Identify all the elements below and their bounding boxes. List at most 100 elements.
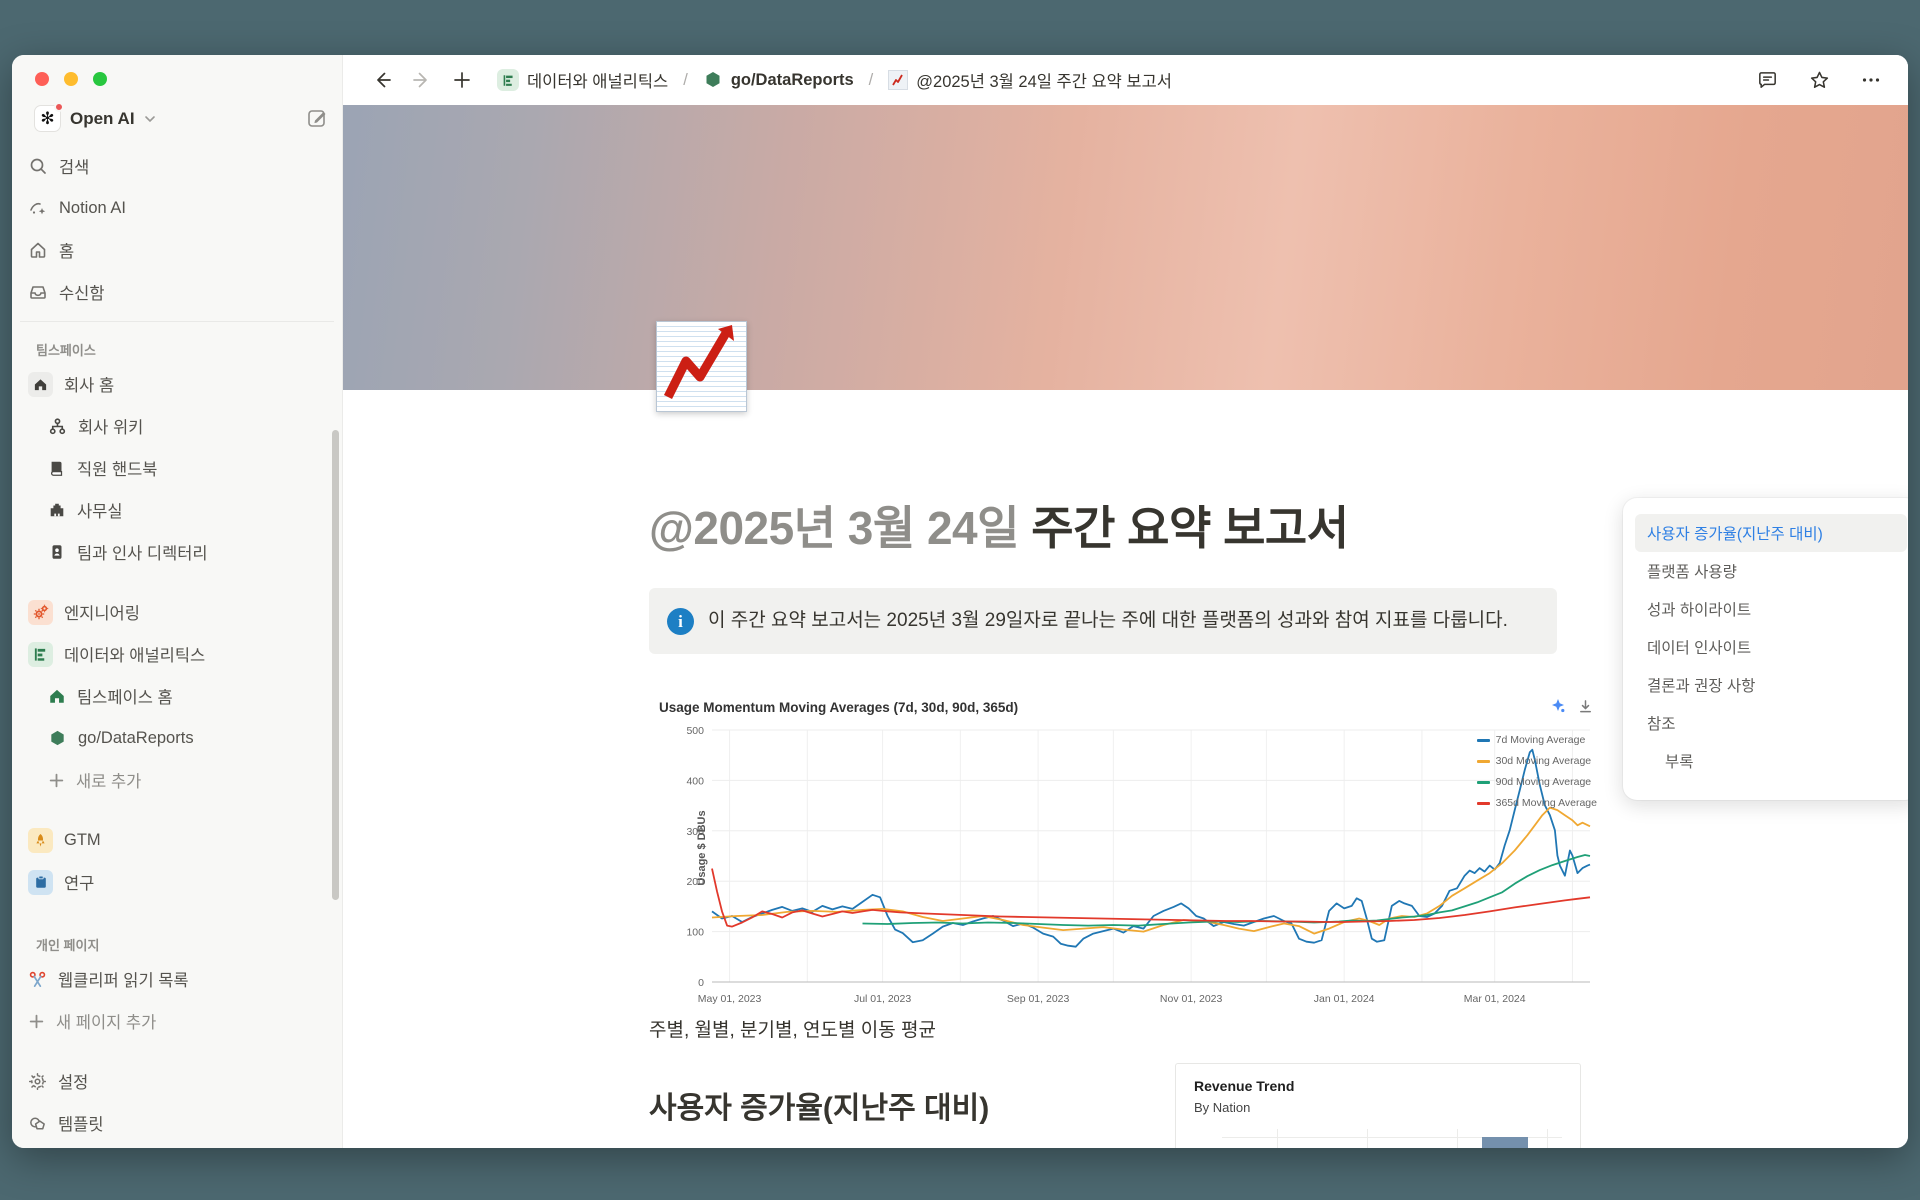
sidebar-gap xyxy=(20,575,334,593)
sidebar-item-research[interactable]: 연구 xyxy=(20,863,334,901)
breadcrumb-label: go/DataReports xyxy=(730,70,854,89)
gridline xyxy=(1277,1129,1278,1148)
date-mention[interactable]: @2025년 3월 24일 xyxy=(649,502,1019,554)
sidebar-item-go-datareports[interactable]: go/DataReports xyxy=(20,719,334,757)
shapes-icon xyxy=(28,1114,47,1133)
legend-item-90d[interactable]: 90d Moving Average xyxy=(1476,776,1597,788)
sidebar-item-label: 템플릿 xyxy=(58,1116,104,1134)
sidebar-item-webclipper[interactable]: 웹클리퍼 읽기 목록 xyxy=(20,960,334,998)
sidebar-item-inbox[interactable]: 수신함 xyxy=(20,273,334,311)
sidebar-item-label: 검색 xyxy=(59,159,90,177)
sidebar-scrollbar[interactable] xyxy=(332,430,339,900)
page-title-text: 주간 요약 보고서 xyxy=(1018,502,1349,554)
section-heading[interactable]: 사용자 증가율(지난주 대비) xyxy=(649,1092,990,1125)
sidebar-item-office[interactable]: 사무실 xyxy=(20,491,334,529)
personal-section-label[interactable]: 개인 페이지 xyxy=(36,938,100,953)
scissors-icon xyxy=(28,970,47,989)
legend-label: 7d Moving Average xyxy=(1495,734,1586,746)
main-area: 데이터와 애널리틱스 / go/DataReports / xyxy=(343,55,1908,1148)
sidebar-gap xyxy=(20,803,334,821)
sidebar-item-label: 새로 추가 xyxy=(76,773,142,791)
usage-chart-embed[interactable]: Usage Momentum Moving Averages (7d, 30d,… xyxy=(649,692,1601,1024)
toc-item-conclusions[interactable]: 결론과 권장 사항 xyxy=(1647,678,1756,695)
minimize-window-button[interactable] xyxy=(64,72,78,86)
sidebar-item-engineering[interactable]: 엔지니어링 xyxy=(20,593,334,631)
toc-item-appendix[interactable]: 부록 xyxy=(1665,754,1694,771)
more-options-icon[interactable] xyxy=(1856,65,1886,95)
svg-text:400: 400 xyxy=(686,775,704,787)
sidebar-item-label: 연구 xyxy=(64,875,95,893)
svg-text:May 01, 2023: May 01, 2023 xyxy=(698,993,762,1005)
plus-icon xyxy=(28,1013,45,1030)
gridline xyxy=(1367,1129,1368,1148)
toc-item-performance-highlights[interactable]: 성과 하이라이트 xyxy=(1647,602,1752,619)
clipboard-icon xyxy=(28,869,53,895)
gridline xyxy=(1457,1129,1458,1148)
sidebar-item-label: 회사 홈 xyxy=(64,377,115,395)
svg-text:100: 100 xyxy=(686,927,704,939)
breadcrumb-label: @2025년 3월 24일 주간 요약 보고서 xyxy=(916,73,1172,91)
toc-item-data-insights[interactable]: 데이터 인사이트 xyxy=(1647,640,1752,657)
toc-item-references[interactable]: 참조 xyxy=(1647,716,1676,733)
sidebar-item-home[interactable]: 홈 xyxy=(20,231,334,269)
new-page-compose-icon[interactable] xyxy=(306,107,328,129)
sidebar-item-employee-handbook[interactable]: 직원 핸드북 xyxy=(20,449,334,487)
legend-item-365d[interactable]: 365d Moving Average xyxy=(1476,797,1597,809)
legend-item-7d[interactable]: 7d Moving Average xyxy=(1476,734,1597,746)
sidebar-item-label: 웹클리퍼 읽기 목록 xyxy=(58,972,189,990)
sidebar-item-label: 데이터와 애널리틱스 xyxy=(64,647,206,665)
notification-dot xyxy=(54,102,64,112)
forward-icon[interactable] xyxy=(407,65,437,95)
legend-label: 90d Moving Average xyxy=(1495,776,1592,788)
notion-window: ✻ Open AI 검색 xyxy=(12,55,1908,1148)
workspace-switcher[interactable]: ✻ Open AI xyxy=(26,100,334,137)
close-window-button[interactable] xyxy=(35,72,49,86)
sidebar-item-add-new[interactable]: 새로 추가 xyxy=(20,761,334,799)
page-icon-chart-increasing[interactable] xyxy=(656,321,747,412)
plus-icon xyxy=(48,772,65,789)
hexagon-database-icon xyxy=(48,729,67,748)
zoom-window-button[interactable] xyxy=(93,72,107,86)
notion-ai-icon xyxy=(28,198,48,218)
sidebar-divider xyxy=(20,321,334,322)
teamspace-section-label[interactable]: 팀스페이스 xyxy=(36,343,96,358)
breadcrumb-current-page[interactable]: @2025년 3월 24일 주간 요약 보고서 xyxy=(882,65,1178,95)
sidebar-menu: 검색 Notion AI 홈 xyxy=(12,143,342,1040)
ai-sparkle-icon[interactable] xyxy=(1550,698,1566,714)
add-tab-icon[interactable] xyxy=(447,65,477,95)
chart-caption[interactable]: 주별, 월별, 분기별, 연도별 이동 평균 xyxy=(649,1020,936,1041)
back-icon[interactable] xyxy=(367,65,397,95)
revenue-bar-chart: 6B xyxy=(1194,1129,1562,1148)
breadcrumb-go-datareports[interactable]: go/DataReports xyxy=(697,67,860,93)
sidebar-item-label: 엔지니어링 xyxy=(64,605,140,623)
sidebar-item-settings[interactable]: 설정 xyxy=(20,1062,334,1100)
sidebar-item-gtm[interactable]: GTM xyxy=(20,821,334,859)
chevron-down-icon xyxy=(144,113,156,125)
sidebar-item-people-directory[interactable]: 팀과 인사 디렉터리 xyxy=(20,533,334,571)
legend-swatch xyxy=(1476,738,1490,742)
sidebar-item-add-page[interactable]: 새 페이지 추가 xyxy=(20,1002,334,1040)
page-cover-image[interactable] xyxy=(343,105,1908,390)
download-icon[interactable] xyxy=(1578,699,1593,714)
sidebar-item-data-analytics[interactable]: 데이터와 애널리틱스 xyxy=(20,635,334,673)
legend-item-30d[interactable]: 30d Moving Average xyxy=(1476,755,1597,767)
sidebar-item-company-home[interactable]: 회사 홈 xyxy=(20,365,334,403)
revenue-card-title: Revenue Trend xyxy=(1194,1078,1295,1094)
page-title[interactable]: @2025년 3월 24일 주간 요약 보고서 xyxy=(649,492,1569,558)
comments-icon[interactable] xyxy=(1752,65,1782,95)
sidebar-item-label: 수신함 xyxy=(59,285,105,303)
sidebar-item-search[interactable]: 검색 xyxy=(20,147,334,185)
table-of-contents: 사용자 증가율(지난주 대비) 플랫폼 사용량 성과 하이라이트 데이터 인사이… xyxy=(1623,498,1908,800)
sidebar-item-templates[interactable]: 템플릿 xyxy=(20,1104,334,1142)
sidebar-item-notion-ai[interactable]: Notion AI xyxy=(20,189,334,227)
toc-item-platform-usage[interactable]: 플랫폼 사용량 xyxy=(1647,564,1737,581)
favorite-star-icon[interactable] xyxy=(1804,65,1834,95)
sidebar-item-label: 직원 핸드북 xyxy=(77,461,158,479)
sidebar-item-teamspace-home[interactable]: 팀스페이스 홈 xyxy=(20,677,334,715)
breadcrumb-data-analytics[interactable]: 데이터와 애널리틱스 xyxy=(491,65,674,95)
sidebar-item-company-wiki[interactable]: 회사 위키 xyxy=(20,407,334,445)
toc-item-user-growth[interactable]: 사용자 증가율(지난주 대비) xyxy=(1635,514,1907,552)
callout-block[interactable]: i 이 주간 요약 보고서는 2025년 3월 29일자로 끝나는 주에 대한 … xyxy=(649,588,1557,654)
revenue-trend-card[interactable]: Revenue Trend By Nation 6B xyxy=(1175,1063,1581,1148)
